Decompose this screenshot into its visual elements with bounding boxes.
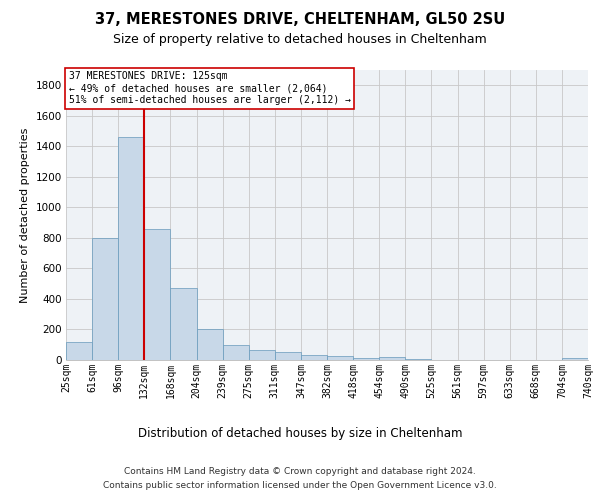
Bar bbox=[66, 342, 92, 360]
Bar bbox=[118, 137, 145, 360]
Text: 37, MERESTONES DRIVE, CHELTENHAM, GL50 2SU: 37, MERESTONES DRIVE, CHELTENHAM, GL50 2… bbox=[95, 12, 505, 28]
Bar bbox=[275, 352, 301, 360]
Bar bbox=[379, 357, 406, 360]
Bar bbox=[249, 350, 275, 360]
Bar bbox=[353, 358, 379, 360]
Bar bbox=[92, 238, 118, 360]
Text: Contains HM Land Registry data © Crown copyright and database right 2024.: Contains HM Land Registry data © Crown c… bbox=[124, 468, 476, 476]
Bar bbox=[145, 228, 170, 360]
Text: Size of property relative to detached houses in Cheltenham: Size of property relative to detached ho… bbox=[113, 32, 487, 46]
Text: 37 MERESTONES DRIVE: 125sqm
← 49% of detached houses are smaller (2,064)
51% of : 37 MERESTONES DRIVE: 125sqm ← 49% of det… bbox=[68, 72, 350, 104]
Y-axis label: Number of detached properties: Number of detached properties bbox=[20, 128, 30, 302]
Text: Contains public sector information licensed under the Open Government Licence v3: Contains public sector information licen… bbox=[103, 481, 497, 490]
Bar bbox=[197, 330, 223, 360]
Bar bbox=[170, 288, 197, 360]
Bar bbox=[327, 356, 353, 360]
Bar bbox=[406, 359, 431, 360]
Bar bbox=[562, 358, 588, 360]
Bar bbox=[223, 344, 249, 360]
Bar bbox=[301, 354, 327, 360]
Text: Distribution of detached houses by size in Cheltenham: Distribution of detached houses by size … bbox=[138, 428, 462, 440]
